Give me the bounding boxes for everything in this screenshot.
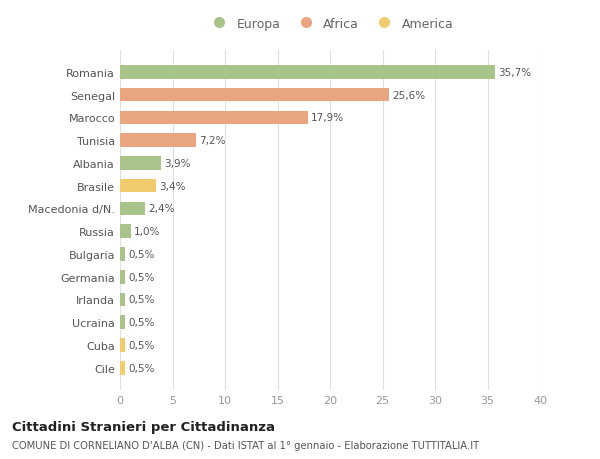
Bar bbox=[120, 338, 125, 352]
Text: 35,7%: 35,7% bbox=[498, 68, 531, 78]
Text: 0,5%: 0,5% bbox=[128, 249, 155, 259]
Text: 7,2%: 7,2% bbox=[199, 136, 225, 146]
Bar bbox=[120, 89, 389, 102]
Text: 0,5%: 0,5% bbox=[128, 363, 155, 373]
Text: 25,6%: 25,6% bbox=[392, 90, 425, 101]
Text: COMUNE DI CORNELIANO D'ALBA (CN) - Dati ISTAT al 1° gennaio - Elaborazione TUTTI: COMUNE DI CORNELIANO D'ALBA (CN) - Dati … bbox=[12, 440, 479, 450]
Bar bbox=[120, 316, 125, 329]
Bar bbox=[120, 66, 495, 79]
Bar bbox=[120, 202, 145, 216]
Bar bbox=[120, 157, 161, 170]
Bar bbox=[120, 293, 125, 307]
Bar bbox=[120, 134, 196, 148]
Bar bbox=[120, 179, 156, 193]
Bar bbox=[120, 225, 131, 239]
Text: 3,9%: 3,9% bbox=[164, 158, 191, 168]
Text: 0,5%: 0,5% bbox=[128, 318, 155, 327]
Bar bbox=[120, 270, 125, 284]
Bar bbox=[120, 247, 125, 261]
Text: 0,5%: 0,5% bbox=[128, 295, 155, 305]
Text: 2,4%: 2,4% bbox=[148, 204, 175, 214]
Bar bbox=[120, 112, 308, 125]
Text: 0,5%: 0,5% bbox=[128, 340, 155, 350]
Bar bbox=[120, 361, 125, 375]
Text: 1,0%: 1,0% bbox=[134, 227, 160, 237]
Text: 0,5%: 0,5% bbox=[128, 272, 155, 282]
Text: Cittadini Stranieri per Cittadinanza: Cittadini Stranieri per Cittadinanza bbox=[12, 420, 275, 433]
Legend: Europa, Africa, America: Europa, Africa, America bbox=[202, 12, 458, 35]
Text: 17,9%: 17,9% bbox=[311, 113, 344, 123]
Text: 3,4%: 3,4% bbox=[159, 181, 185, 191]
